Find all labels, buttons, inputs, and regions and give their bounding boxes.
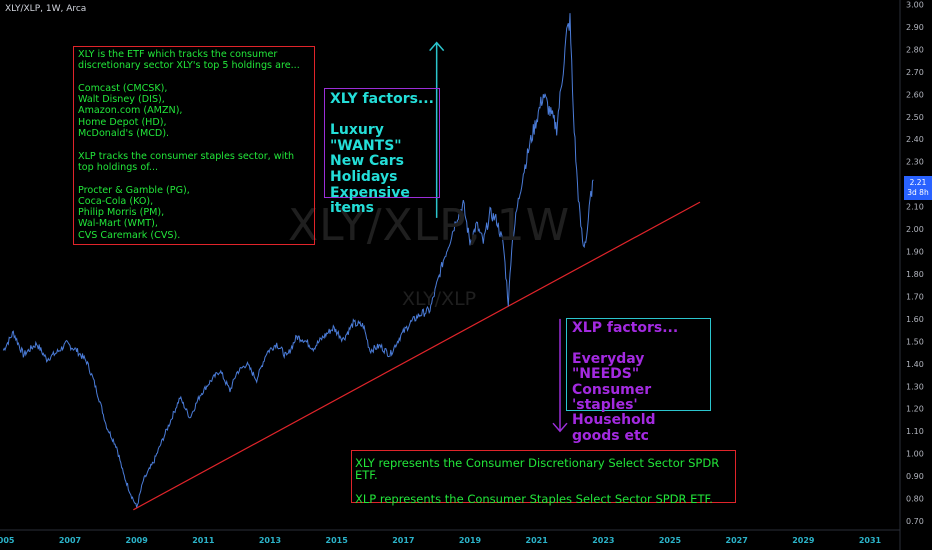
watermark-secondary: XLY/XLP — [402, 288, 477, 310]
x-tick-label: 2029 — [792, 536, 815, 545]
x-tick-label: 2017 — [392, 536, 414, 545]
x-tick-label: 2019 — [459, 536, 482, 545]
represents-annotation[interactable]: XLY represents the Consumer Discretionar… — [351, 450, 736, 505]
y-tick-label: 1.00 — [906, 450, 924, 459]
price-series-line — [2, 13, 594, 508]
y-tick-label: 1.90 — [906, 248, 924, 257]
y-tick-label: 2.30 — [906, 158, 924, 167]
y-tick-label: 0.90 — [906, 472, 924, 481]
x-tick-label: 2015 — [326, 536, 349, 545]
y-tick-label: 2.70 — [906, 68, 924, 77]
y-tick-label: 2.40 — [906, 135, 924, 144]
y-tick-label: 1.60 — [906, 315, 924, 324]
holdings-annotation[interactable]: XLY is the ETF which tracks the consumer… — [73, 46, 315, 245]
last-price-value: 2.21 — [909, 178, 927, 187]
trend-line — [133, 201, 701, 511]
xly-factors-annotation[interactable]: XLY factors... Luxury "WANTS" New Cars H… — [324, 88, 440, 216]
x-tick-label: 2007 — [59, 536, 81, 545]
symbol-label[interactable]: XLY/XLP, 1W, Arca — [5, 4, 87, 14]
y-tick-label: 2.80 — [906, 45, 924, 54]
x-tick-label: 2025 — [659, 536, 682, 545]
last-price-badge: 2.21 3d 8h — [904, 176, 932, 200]
y-tick-label: 1.40 — [906, 360, 924, 369]
y-tick-label: 2.10 — [906, 203, 924, 212]
y-tick-label: 2.50 — [906, 113, 924, 122]
last-price-time: 3d 8h — [907, 188, 929, 197]
x-tick-label: 2011 — [192, 536, 215, 545]
x-tick-label: 2031 — [859, 536, 882, 545]
x-tick-label: 2027 — [726, 536, 748, 545]
y-tick-label: 1.50 — [906, 337, 924, 346]
xlp-factors-annotation[interactable]: XLP factors... Everyday "NEEDS" Consumer… — [566, 318, 711, 444]
y-tick-label: 2.90 — [906, 23, 924, 32]
x-tick-label: 2005 — [0, 536, 15, 545]
y-tick-label: 1.10 — [906, 427, 924, 436]
watermark: XLY/XLP, 1W — [288, 200, 571, 251]
y-tick-label: 1.70 — [906, 292, 924, 301]
y-tick-label: 0.70 — [906, 517, 924, 526]
y-tick-label: 2.00 — [906, 225, 924, 234]
x-tick-label: 2023 — [592, 536, 614, 545]
x-tick-label: 2013 — [259, 536, 281, 545]
up-arrow-head — [429, 41, 445, 52]
y-tick-label: 0.80 — [906, 495, 924, 504]
down-arrow-head — [552, 422, 568, 433]
x-tick-label: 2009 — [126, 536, 149, 545]
y-tick-label: 2.60 — [906, 90, 924, 99]
y-tick-label: 3.00 — [906, 0, 924, 9]
y-tick-label: 1.80 — [906, 270, 924, 279]
x-tick-label: 2021 — [526, 536, 549, 545]
y-tick-label: 1.30 — [906, 382, 924, 391]
y-tick-label: 1.20 — [906, 405, 924, 414]
